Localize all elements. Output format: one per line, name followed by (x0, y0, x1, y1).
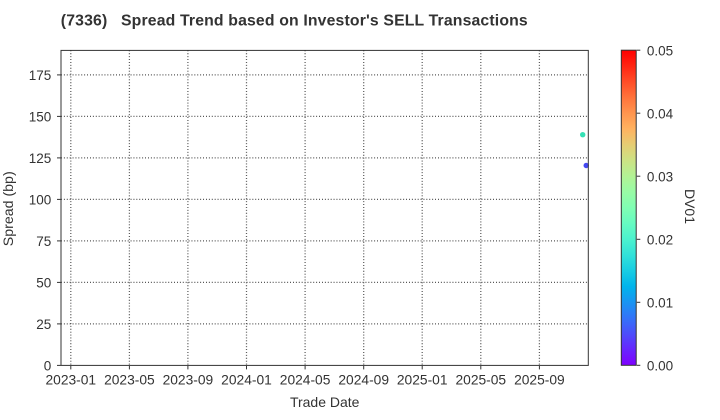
svg-text:Spread (bp): Spread (bp) (1, 171, 17, 246)
svg-text:2025-09: 2025-09 (514, 373, 565, 388)
svg-text:2025-01: 2025-01 (397, 373, 448, 388)
svg-text:75: 75 (36, 234, 51, 249)
svg-text:0.00: 0.00 (647, 359, 673, 374)
svg-text:0.01: 0.01 (647, 296, 673, 311)
svg-text:0.05: 0.05 (647, 44, 673, 59)
svg-text:Trade Date: Trade Date (290, 394, 360, 410)
svg-text:(7336) Spread Trend based on: (7336) Spread Trend based on Investor's … (61, 13, 528, 30)
svg-text:2025-05: 2025-05 (455, 373, 506, 388)
svg-text:2024-09: 2024-09 (338, 373, 389, 388)
svg-text:150: 150 (29, 110, 52, 125)
svg-text:2023-05: 2023-05 (104, 373, 155, 388)
svg-text:100: 100 (29, 193, 52, 208)
svg-text:2023-01: 2023-01 (45, 373, 96, 388)
svg-text:2024-01: 2024-01 (221, 373, 272, 388)
svg-text:2024-05: 2024-05 (280, 373, 331, 388)
svg-text:0: 0 (44, 359, 52, 374)
svg-text:0.03: 0.03 (647, 170, 673, 185)
svg-text:175: 175 (29, 68, 52, 83)
svg-text:2023-09: 2023-09 (163, 373, 214, 388)
svg-text:0.04: 0.04 (647, 107, 674, 122)
svg-text:25: 25 (36, 317, 51, 332)
svg-text:125: 125 (29, 151, 52, 166)
svg-text:0.02: 0.02 (647, 233, 673, 248)
svg-text:DV01: DV01 (682, 189, 698, 224)
svg-text:50: 50 (36, 276, 51, 291)
